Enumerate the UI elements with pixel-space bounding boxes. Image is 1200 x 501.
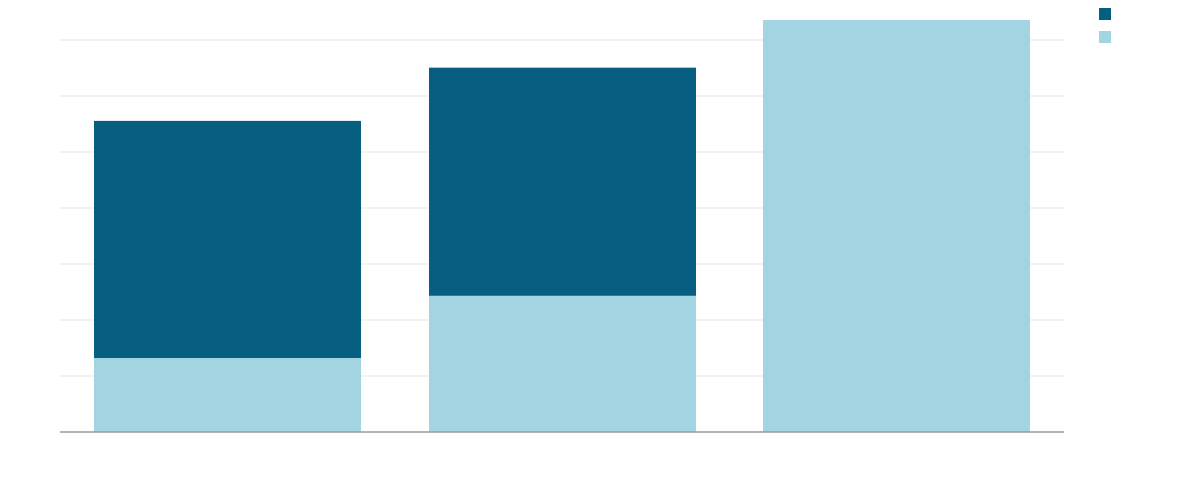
bar-segment-1-series-2 bbox=[94, 120, 361, 359]
legend-swatch-2 bbox=[1099, 31, 1111, 43]
bars bbox=[94, 20, 1030, 432]
bar-segment-3-series-1 bbox=[763, 20, 1030, 432]
bar-segment-1-series-1 bbox=[94, 358, 361, 432]
bar-segment-2-series-2 bbox=[429, 67, 696, 296]
bar-segment-2-series-1 bbox=[429, 295, 696, 432]
legend-swatch-1 bbox=[1099, 8, 1111, 20]
legend bbox=[1099, 8, 1111, 43]
